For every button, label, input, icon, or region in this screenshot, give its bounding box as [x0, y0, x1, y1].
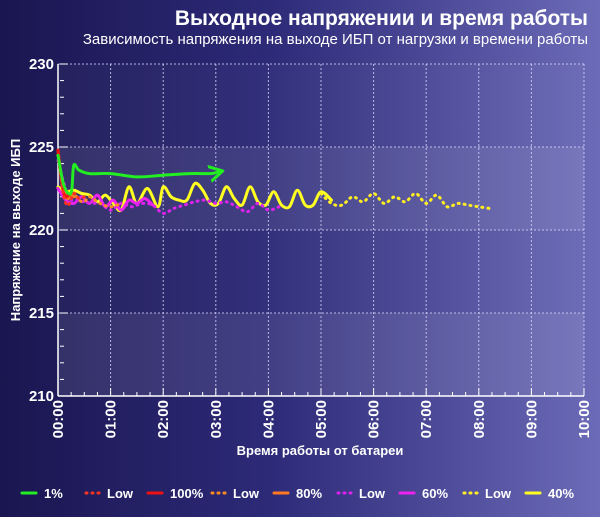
- series-line: [319, 192, 491, 210]
- y-tick-label: 230: [29, 56, 54, 73]
- series-line: [56, 153, 86, 208]
- x-tick-label: 07:00: [418, 400, 435, 438]
- x-tick-label: 09:00: [523, 400, 540, 438]
- chart-title: Выходное напряжении и время работы: [175, 7, 588, 30]
- series-line: [56, 153, 218, 196]
- series-line: [56, 181, 333, 213]
- x-tick-label: 05:00: [313, 400, 330, 438]
- legend: 1% Low 100% Low 80% Low 60% Low 40%: [20, 486, 574, 501]
- x-tick-label: 04:00: [260, 400, 277, 438]
- x-tick-label: 00:00: [50, 400, 67, 438]
- legend-label: 80%: [296, 486, 322, 501]
- legend-label: 60%: [422, 486, 448, 501]
- x-tick-label: 03:00: [208, 400, 225, 438]
- legend-label: Low: [359, 486, 386, 501]
- legend-label: 40%: [548, 486, 574, 501]
- x-tick-label: 02:00: [155, 400, 172, 438]
- legend-label: Low: [485, 486, 512, 501]
- axes: 210 215 220 225 230 00:00 01:00 02:00 03:00 04:00…: [29, 56, 593, 438]
- x-axis-label: Время работы от батареи: [237, 443, 404, 458]
- legend-label: 100%: [170, 486, 204, 501]
- x-tick-label: 10:00: [576, 400, 593, 438]
- legend-label: Low: [233, 486, 260, 501]
- x-tick-label: 01:00: [103, 400, 120, 438]
- legend-label: 1%: [44, 486, 63, 501]
- legend-label: Low: [107, 486, 134, 501]
- x-tick-label: 06:00: [366, 400, 383, 438]
- x-tick-label: 08:00: [471, 400, 488, 438]
- plot-band: [58, 313, 584, 396]
- series-layer: [56, 148, 491, 215]
- y-tick-label: 225: [29, 139, 54, 156]
- chart-subtitle: Зависимость напряжения на выходе ИБП от …: [83, 31, 588, 48]
- y-axis-label: Напряжение на выходе ИБП: [8, 139, 23, 321]
- y-tick-label: 220: [29, 222, 54, 239]
- y-tick-label: 210: [29, 388, 54, 405]
- series-line: [56, 158, 281, 215]
- series-line: [56, 153, 123, 209]
- grid: [58, 63, 585, 396]
- y-tick-label: 215: [29, 305, 54, 322]
